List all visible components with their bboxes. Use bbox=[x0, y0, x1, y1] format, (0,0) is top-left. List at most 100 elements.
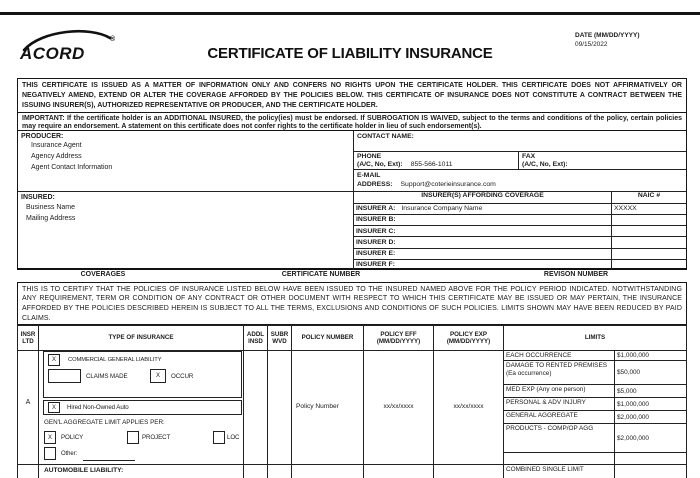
phone-sub-label: (A/C, No, Ext): bbox=[357, 161, 403, 168]
limits-cell: EACH OCCURRENCE $1,000,000 DAMAGE TO REN… bbox=[504, 351, 686, 464]
header-policy-number-label: POLICY NUMBER bbox=[301, 334, 354, 342]
header-addl-l1: ADDL bbox=[246, 330, 265, 338]
insurer-e-label: INSURER E: bbox=[356, 250, 396, 258]
header-addl: ADDL INSD bbox=[244, 326, 268, 350]
header-policy-number: POLICY NUMBER bbox=[292, 326, 364, 350]
auto-policy-eff-cell bbox=[364, 465, 434, 478]
general-liability-box: X COMMERCIAL GENERAL LIABILITY CLAIMS MA… bbox=[43, 351, 242, 398]
limit-value: $5,000 bbox=[617, 387, 637, 395]
header-policy-eff-l1: POLICY EFF bbox=[380, 330, 417, 338]
limit-label bbox=[504, 453, 615, 464]
policy-option-label: POLICY bbox=[61, 434, 84, 441]
date-block: DATE (MM/DD/YYYY) 09/15/2022 bbox=[575, 31, 640, 49]
insr-letter-cell: A bbox=[18, 351, 39, 464]
insurer-a-naic: XXXXX bbox=[611, 203, 686, 214]
limit-row-empty bbox=[504, 453, 686, 464]
header-type-label: TYPE OF INSURANCE bbox=[108, 334, 174, 342]
header-subr: SUBR WVD bbox=[268, 326, 292, 350]
phone-fax-row: PHONE (A/C, No, Ext): 855-566-1011 FAX (A… bbox=[354, 152, 686, 170]
header-subr-l1: SUBR bbox=[270, 330, 289, 338]
email-field: E-MAIL ADDRESS: Support@coterieinsurance.… bbox=[354, 170, 686, 191]
limit-value: $50,000 bbox=[617, 369, 641, 376]
auto-insr-cell bbox=[18, 465, 39, 478]
auto-subr-cell bbox=[268, 465, 292, 478]
occur-label: OCCUR bbox=[171, 373, 194, 380]
limit-row-damage-rented: DAMAGE TO RENTED PREMISES (Ea occurrence… bbox=[504, 361, 686, 385]
contact-name-label: CONTACT NAME: bbox=[354, 131, 686, 152]
hired-auto-box: X Hired Non-Owned Auto bbox=[43, 400, 242, 415]
insurer-f-label: INSURER F: bbox=[356, 261, 395, 269]
other-label: Other: bbox=[61, 451, 78, 457]
project-option-label: PROJECT bbox=[142, 434, 171, 441]
automobile-liability-row: AUTOMOBILE LIABILITY: COMBINED SINGLE LI… bbox=[18, 464, 686, 478]
combined-single-limit-value bbox=[615, 465, 686, 478]
insurer-b-naic bbox=[611, 214, 686, 225]
producer-line: Agent Contact Information bbox=[31, 163, 113, 171]
acord-swoosh-icon bbox=[22, 29, 112, 52]
insurer-e-naic bbox=[611, 248, 686, 259]
header-policy-eff: POLICY EFF (MM/DD/YYYY) bbox=[364, 326, 434, 350]
policy-number-value: Policy Number bbox=[292, 351, 364, 464]
insurer-b-label: INSURER B: bbox=[356, 216, 396, 224]
header-limits: LIMITS bbox=[504, 326, 686, 350]
limit-label: GENERAL AGGREGATE bbox=[504, 411, 615, 423]
insured-row: INSURED: Business Name Mailing Address I… bbox=[18, 192, 686, 270]
email-sub-label: ADDRESS: bbox=[357, 181, 393, 188]
insurer-row-f: INSURER F: bbox=[354, 259, 686, 270]
fax-sub-label: (A/C, No, Ext): bbox=[522, 161, 568, 168]
producer-cell: PRODUCER: Insurance Agent Agency Address… bbox=[18, 131, 354, 191]
producer-row: PRODUCER: Insurance Agent Agency Address… bbox=[18, 131, 686, 192]
gen-aggregate-label: GEN'L AGGREGATE LIMIT APPLIES PER: bbox=[44, 419, 165, 426]
disclaimer-paragraph: THIS CERTIFICATE IS ISSUED AS A MATTER O… bbox=[22, 82, 682, 110]
section-title-band: COVERAGES CERTIFICATE NUMBER REVISON NUM… bbox=[17, 270, 687, 282]
insured-line: Business Name bbox=[26, 203, 76, 211]
header-limits-label: LIMITS bbox=[584, 334, 606, 342]
limit-label: MED EXP (Any one person) bbox=[504, 385, 615, 397]
section-a-row: A X COMMERCIAL GENERAL LIABILITY CLAIMS … bbox=[18, 351, 686, 464]
insurer-d-naic bbox=[611, 237, 686, 248]
header-insr-l1: INSR bbox=[20, 330, 36, 338]
header-insr: INSR LTD bbox=[18, 326, 39, 350]
coverage-table-header: INSR LTD TYPE OF INSURANCE ADDL INSD SUB… bbox=[18, 326, 686, 351]
certificate-number-title: CERTIFICATE NUMBER bbox=[281, 271, 361, 278]
header-policy-exp-l1: POLICY EXP bbox=[449, 330, 488, 338]
header-addl-l2: INSD bbox=[248, 338, 263, 345]
insurer-table-header: INSURER(S) AFFORDING COVERAGE NAIC # bbox=[354, 192, 686, 204]
limit-value: $2,000,000 bbox=[617, 413, 649, 421]
other-blank-line bbox=[83, 460, 135, 461]
type-of-insurance-cell: X COMMERCIAL GENERAL LIABILITY CLAIMS MA… bbox=[39, 351, 244, 464]
insured-label: INSURED: bbox=[21, 194, 55, 201]
auto-policy-number-cell bbox=[292, 465, 364, 478]
coverage-table: INSR LTD TYPE OF INSURANCE ADDL INSD SUB… bbox=[17, 325, 687, 478]
producer-line: Insurance Agent bbox=[31, 142, 82, 150]
limit-label: EACH OCCURRENCE bbox=[504, 351, 615, 360]
contact-cell: CONTACT NAME: PHONE (A/C, No, Ext): 855-5… bbox=[354, 131, 686, 191]
producer-insured-block: PRODUCER: Insurance Agent Agency Address… bbox=[17, 131, 687, 270]
loc-option-label: LOC bbox=[227, 434, 240, 441]
insured-cell: INSURED: Business Name Mailing Address bbox=[18, 192, 354, 270]
header-policy-exp-l2: (MM/DD/YYYY) bbox=[446, 338, 491, 345]
registered-mark: ® bbox=[110, 36, 116, 43]
limit-row-each-occurrence: EACH OCCURRENCE $1,000,000 bbox=[504, 351, 686, 361]
naic-header-label: NAIC # bbox=[611, 192, 686, 203]
insurer-row-e: INSURER E: bbox=[354, 248, 686, 260]
disclaimer-box: THIS CERTIFICATE IS ISSUED AS A MATTER O… bbox=[17, 78, 687, 131]
email-label: E-MAIL bbox=[357, 172, 381, 179]
limit-row-personal-adv: PERSONAL & ADV INJURY $1,000,000 bbox=[504, 398, 686, 411]
phone-field: PHONE (A/C, No, Ext): 855-566-1011 bbox=[354, 152, 519, 169]
automobile-liability-label: AUTOMOBILE LIABILITY: bbox=[39, 465, 244, 478]
combined-single-limit-label: COMBINED SINGLE LIMIT bbox=[504, 465, 615, 478]
header-policy-eff-l2: (MM/DD/YYYY) bbox=[376, 338, 421, 345]
insurer-a-name: Insurance Company Name bbox=[401, 205, 483, 213]
other-checkbox bbox=[44, 447, 56, 460]
producer-line: Agency Address bbox=[31, 152, 82, 160]
phone-value: 855-566-1011 bbox=[410, 161, 453, 168]
insured-line: Mailing Address bbox=[26, 214, 76, 222]
limit-row-general-aggregate: GENERAL AGGREGATE $2,000,000 bbox=[504, 411, 686, 424]
revision-number-title: REVISON NUMBER bbox=[543, 271, 609, 278]
limit-row-med-exp: MED EXP (Any one person) $5,000 bbox=[504, 385, 686, 398]
insurer-c-label: INSURER C: bbox=[356, 227, 396, 235]
acord-logo-text: ACORD bbox=[20, 44, 85, 63]
hired-auto-label: Hired Non-Owned Auto bbox=[67, 404, 129, 411]
date-label: DATE (MM/DD/YYYY) bbox=[575, 32, 640, 39]
